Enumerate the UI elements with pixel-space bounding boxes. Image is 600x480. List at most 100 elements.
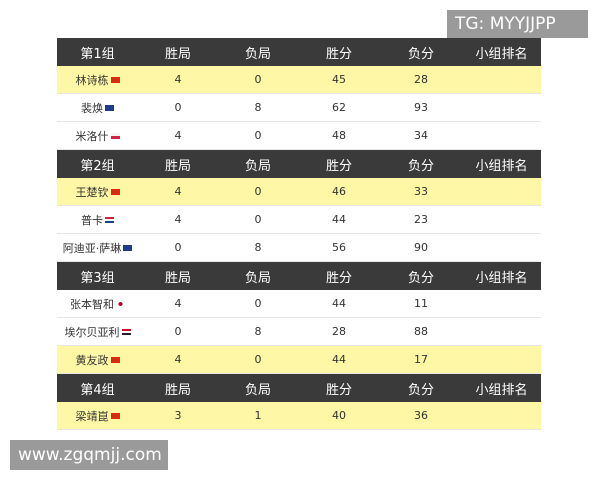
standings-table: 第1组 胜局 负局 胜分 负分 小组排名 林诗栋 4 0 45 28 裴焕 0 8 62 93 米洛什 4 0 48 3… bbox=[57, 38, 541, 430]
name-text: 米洛什 bbox=[75, 129, 109, 143]
header-row: 第3组 胜局 负局 胜分 负分 小组排名 bbox=[57, 262, 541, 290]
watermark: www.zgqmjj.com bbox=[10, 440, 168, 470]
stat-cell: 93 bbox=[414, 101, 428, 114]
stat-cell: 88 bbox=[414, 325, 428, 338]
stat-cell: 0 bbox=[254, 129, 262, 142]
player-row: 阿迪亚·萨琳 0 8 56 90 bbox=[57, 234, 541, 262]
header-row: 第1组 胜局 负局 胜分 负分 小组排名 bbox=[57, 38, 541, 66]
stat-cell: 0 bbox=[254, 297, 262, 310]
header-cell: 胜局 bbox=[164, 158, 191, 174]
stat-cell: 0 bbox=[254, 213, 262, 226]
stat-cell: 0 bbox=[174, 101, 182, 114]
player-name: 阿迪亚·萨琳 bbox=[57, 240, 138, 256]
header-cell: 负局 bbox=[244, 270, 271, 286]
player-row: 黄友政 4 0 44 17 bbox=[57, 346, 541, 374]
header-cell: 胜分 bbox=[325, 382, 352, 398]
stat-cell: 4 bbox=[174, 297, 182, 310]
player-name: 林诗栋 bbox=[57, 72, 138, 88]
stat-cell: 90 bbox=[414, 241, 428, 254]
player-name: 米洛什 bbox=[57, 128, 138, 144]
header-cell: 第4组 bbox=[80, 382, 115, 398]
name-text: 张本智和 bbox=[70, 297, 114, 311]
flag-icon bbox=[116, 300, 125, 307]
name-text: 阿迪亚·萨琳 bbox=[62, 241, 122, 255]
header-cell: 胜局 bbox=[164, 270, 191, 286]
stat-cell: 11 bbox=[414, 297, 428, 310]
stat-cell: 44 bbox=[332, 353, 346, 366]
player-name: 埃尔贝亚利 bbox=[57, 324, 138, 340]
header-cell: 负分 bbox=[407, 382, 434, 398]
header-cell: 小组排名 bbox=[475, 158, 528, 174]
header-cell: 负局 bbox=[244, 46, 271, 62]
header-cell: 负分 bbox=[407, 270, 434, 286]
header-cell: 负分 bbox=[407, 46, 434, 62]
header-cell: 负局 bbox=[244, 158, 271, 174]
header-cell: 第2组 bbox=[80, 158, 115, 174]
player-name: 裴焕 bbox=[57, 100, 138, 116]
name-text: 普卡 bbox=[81, 213, 103, 227]
stat-cell: 0 bbox=[254, 73, 262, 86]
header-cell: 第1组 bbox=[80, 46, 115, 62]
player-name: 普卡 bbox=[57, 212, 138, 228]
header-cell: 负分 bbox=[407, 158, 434, 174]
stat-cell: 23 bbox=[414, 213, 428, 226]
header-cell: 胜分 bbox=[325, 46, 352, 62]
stat-cell: 4 bbox=[174, 353, 182, 366]
stat-cell: 4 bbox=[174, 73, 182, 86]
header-cell: 第3组 bbox=[80, 270, 115, 286]
flag-icon bbox=[123, 244, 133, 251]
header-cell: 胜分 bbox=[325, 158, 352, 174]
player-row: 王楚钦 4 0 46 33 bbox=[57, 178, 541, 206]
header-cell: 负局 bbox=[244, 382, 271, 398]
name-text: 裴焕 bbox=[81, 101, 103, 115]
header-row: 第2组 胜局 负局 胜分 负分 小组排名 bbox=[57, 150, 541, 178]
flag-icon bbox=[121, 328, 131, 335]
stat-cell: 28 bbox=[332, 325, 346, 338]
flag-icon bbox=[110, 356, 120, 363]
player-row: 裴焕 0 8 62 93 bbox=[57, 94, 541, 122]
player-row: 埃尔贝亚利 0 8 28 88 bbox=[57, 318, 541, 346]
header-cell: 胜局 bbox=[164, 382, 191, 398]
stat-cell: 0 bbox=[254, 353, 262, 366]
stat-cell: 48 bbox=[332, 129, 346, 142]
stat-cell: 4 bbox=[174, 213, 182, 226]
stat-cell: 46 bbox=[332, 185, 346, 198]
stat-cell: 8 bbox=[254, 101, 262, 114]
flag-icon bbox=[110, 132, 120, 139]
stat-cell: 8 bbox=[254, 325, 262, 338]
flag-icon bbox=[110, 188, 120, 195]
stat-cell: 33 bbox=[414, 185, 428, 198]
stat-cell: 45 bbox=[332, 73, 346, 86]
stat-cell: 0 bbox=[254, 185, 262, 198]
stat-cell: 0 bbox=[174, 241, 182, 254]
player-row: 张本智和 4 0 44 11 bbox=[57, 290, 541, 318]
stat-cell: 17 bbox=[414, 353, 428, 366]
player-row: 梁靖崑 3 1 40 36 bbox=[57, 402, 541, 430]
stat-cell: 62 bbox=[332, 101, 346, 114]
stat-cell: 44 bbox=[332, 213, 346, 226]
header-cell: 小组排名 bbox=[475, 270, 528, 286]
player-row: 林诗栋 4 0 45 28 bbox=[57, 66, 541, 94]
flag-icon bbox=[105, 104, 114, 111]
header-cell: 小组排名 bbox=[475, 382, 528, 398]
watermark: TG: MYYJJPP bbox=[447, 10, 588, 38]
stat-cell: 34 bbox=[414, 129, 428, 142]
stat-cell: 36 bbox=[414, 409, 428, 422]
stat-cell: 28 bbox=[414, 73, 428, 86]
player-row: 米洛什 4 0 48 34 bbox=[57, 122, 541, 150]
stat-cell: 8 bbox=[254, 241, 262, 254]
stat-cell: 40 bbox=[332, 409, 346, 422]
stat-cell: 44 bbox=[332, 297, 346, 310]
name-text: 梁靖崑 bbox=[75, 409, 109, 423]
flag-icon bbox=[110, 76, 120, 83]
stat-cell: 0 bbox=[174, 325, 182, 338]
stat-cell: 4 bbox=[174, 185, 182, 198]
header-row: 第4组 胜局 负局 胜分 负分 小组排名 bbox=[57, 374, 541, 402]
player-name: 黄友政 bbox=[57, 352, 138, 368]
name-text: 埃尔贝亚利 bbox=[64, 325, 120, 339]
header-cell: 小组排名 bbox=[475, 46, 528, 62]
player-name: 梁靖崑 bbox=[57, 408, 138, 424]
stat-cell: 4 bbox=[174, 129, 182, 142]
stat-cell: 1 bbox=[254, 409, 262, 422]
name-text: 林诗栋 bbox=[75, 73, 109, 87]
